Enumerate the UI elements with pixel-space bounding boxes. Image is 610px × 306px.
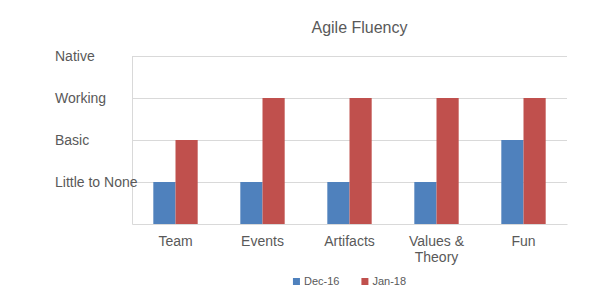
bar <box>240 182 262 224</box>
x-axis: Team Events Artifacts Values &Theory Fun <box>133 224 568 265</box>
bar <box>327 182 349 224</box>
legend-item: Dec-16 <box>293 275 339 287</box>
bars <box>153 98 545 224</box>
x-tick-label: Events <box>241 233 284 249</box>
chart: Agile Fluency Little to None Basic Working N… <box>0 0 610 306</box>
legend-swatch <box>293 278 300 285</box>
y-tick-label: Basic <box>55 132 89 148</box>
y-axis: Little to None Basic Working Native <box>55 48 567 225</box>
legend-item: Jan-18 <box>361 275 406 287</box>
x-tick-label: Team <box>158 233 192 249</box>
x-tick-label: Fun <box>511 233 535 249</box>
y-tick: Native <box>55 48 567 64</box>
y-tick: Basic <box>55 132 567 148</box>
x-tick: Events <box>241 224 284 249</box>
y-tick: Little to None <box>55 174 567 190</box>
bar <box>350 98 372 224</box>
legend-label: Jan-18 <box>372 275 406 287</box>
legend: Dec-16 Jan-18 <box>293 275 406 287</box>
bar <box>263 98 285 224</box>
x-tick: Values &Theory <box>409 224 465 265</box>
bar <box>176 140 198 224</box>
bar <box>153 182 175 224</box>
bar <box>437 98 459 224</box>
y-tick-label: Native <box>55 48 95 64</box>
title: Agile Fluency <box>311 19 407 36</box>
legend-swatch <box>361 278 368 285</box>
bar <box>524 98 546 224</box>
x-tick-label: Artifacts <box>324 233 375 249</box>
bar <box>414 182 436 224</box>
x-tick: Team <box>158 224 192 249</box>
legend-label: Dec-16 <box>304 275 339 287</box>
y-tick-label: Little to None <box>55 174 138 190</box>
x-tick-label: Values &Theory <box>409 233 465 265</box>
bar <box>501 140 523 224</box>
x-tick: Fun <box>511 224 535 249</box>
y-tick: Working <box>55 90 567 106</box>
x-axis-line <box>133 224 568 225</box>
grid-line <box>132 56 567 57</box>
x-tick: Artifacts <box>324 224 375 249</box>
y-tick-label: Working <box>55 90 106 106</box>
